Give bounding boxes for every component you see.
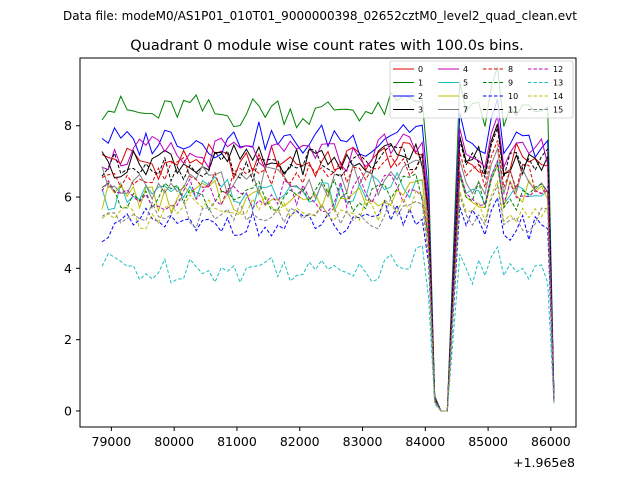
x-offset-label: +1.965e8 [513, 455, 575, 470]
x-tick-label: 85000 [468, 434, 508, 449]
series-line-4 [101, 115, 555, 412]
legend-label-1: 1 [418, 79, 423, 88]
legend-label-5: 5 [463, 79, 468, 88]
x-tick-label: 80000 [154, 434, 194, 449]
legend-label-7: 7 [463, 106, 468, 115]
x-axis: 79000 80000 81000 82000 83000 84000 85000 86000 [92, 427, 571, 449]
legend-label-15: 15 [553, 106, 563, 115]
chart-title: Quadrant 0 module wise count rates with … [130, 38, 524, 54]
legend-label-14: 14 [553, 92, 563, 101]
series-line-10 [101, 196, 555, 412]
series-line-8 [101, 140, 555, 412]
series-line-0 [101, 123, 555, 412]
series-line-15 [101, 183, 555, 412]
y-tick-label: 0 [64, 403, 72, 418]
series-line-14 [101, 179, 555, 412]
legend-label-10: 10 [508, 92, 518, 101]
y-tick-label: 8 [64, 118, 72, 133]
y-axis: 0 2 4 6 8 [64, 118, 80, 418]
y-tick-label: 6 [64, 190, 72, 205]
legend-label-6: 6 [463, 92, 468, 101]
series-line-2 [101, 99, 555, 412]
figure-suptitle: Data file: modeM0/AS1P01_010T01_90000003… [63, 9, 577, 23]
legend-label-3: 3 [418, 106, 423, 115]
series-line-5 [101, 159, 555, 412]
legend-label-9: 9 [508, 79, 513, 88]
legend-label-13: 13 [553, 79, 563, 88]
x-tick-label: 82000 [280, 434, 320, 449]
series-line-9 [101, 163, 555, 412]
legend-frame [389, 60, 574, 119]
series-line-11 [101, 127, 555, 412]
plot-frame [79, 57, 577, 428]
legend-label-4: 4 [463, 65, 468, 74]
series-line-12 [101, 159, 555, 412]
legend-label-12: 12 [553, 65, 563, 74]
series-line-6 [101, 163, 555, 412]
legend-label-2: 2 [418, 92, 423, 101]
y-tick-label: 4 [64, 261, 72, 276]
legend-label-11: 11 [508, 106, 518, 115]
legend-label-8: 8 [508, 65, 513, 74]
x-tick-label: 81000 [217, 434, 257, 449]
x-tick-label: 79000 [92, 434, 132, 449]
legend-label-0: 0 [418, 65, 423, 74]
x-tick-label: 86000 [531, 434, 571, 449]
y-tick-label: 2 [64, 332, 72, 347]
series-line-3 [101, 123, 555, 412]
series-layer [101, 66, 555, 412]
x-tick-label: 83000 [343, 434, 383, 449]
x-tick-label: 84000 [405, 434, 445, 449]
